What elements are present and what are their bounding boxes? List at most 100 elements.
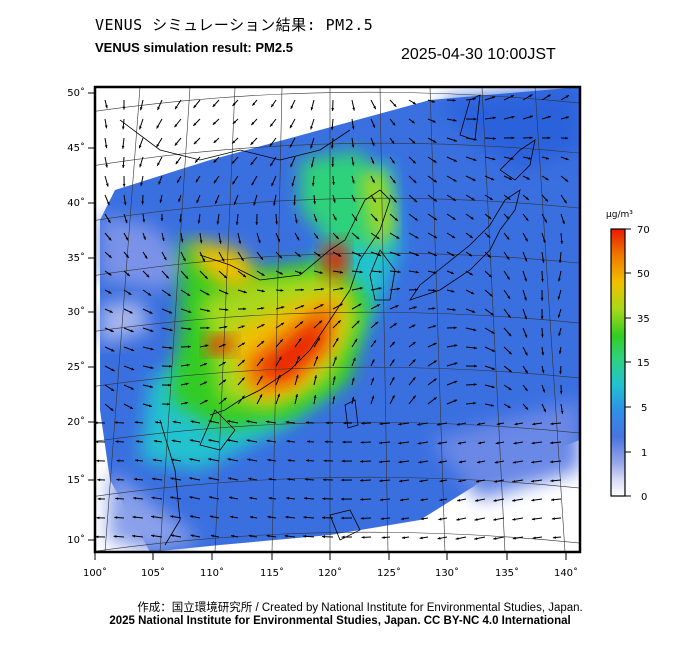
- wind-arrow-head: [223, 397, 227, 401]
- wind-arrow-head: [177, 179, 180, 183]
- wind-arrow-head: [414, 217, 418, 221]
- wind-arrow-head: [524, 297, 527, 301]
- wind-arrow-head: [507, 314, 511, 318]
- wind-arrow-head: [152, 458, 156, 462]
- wind-arrow-head: [261, 273, 265, 276]
- wind-arrow-head: [271, 103, 274, 108]
- wind-arrow-head: [491, 367, 496, 370]
- wind-arrow-head: [128, 291, 132, 295]
- wind-arrow-head: [151, 496, 155, 500]
- wind-arrow-head: [148, 404, 152, 408]
- wind-arrow-head: [415, 288, 419, 292]
- wind-arrow-head: [122, 164, 125, 168]
- wind-arrow-head: [525, 238, 528, 242]
- wind-arrow-head: [322, 535, 326, 539]
- wind-arrow-head: [310, 126, 313, 130]
- wind-arrow-head: [436, 423, 440, 426]
- wind-arrow-head: [437, 536, 441, 540]
- wind-arrow-head: [413, 179, 417, 183]
- wind-arrow-head: [551, 517, 555, 521]
- wind-arrow-head: [271, 182, 275, 187]
- wind-arrow-head: [241, 395, 245, 399]
- wind-arrow-head: [224, 325, 228, 329]
- wind-arrow-head: [507, 295, 511, 299]
- wind-arrow-head: [471, 197, 475, 201]
- wind-arrow-head: [358, 303, 362, 307]
- wind-arrow-head: [124, 219, 128, 224]
- wind-arrow-head: [473, 117, 477, 121]
- wind-arrow-head: [541, 259, 545, 263]
- wind-arrow-head: [473, 383, 477, 386]
- wind-arrow-head: [458, 460, 463, 464]
- wind-arrow-head: [524, 387, 528, 391]
- wind-arrow-head: [457, 498, 461, 502]
- wind-arrow-head: [413, 199, 418, 203]
- wind-arrow-head: [157, 106, 160, 111]
- wind-arrow-head: [267, 515, 271, 519]
- wind-arrow-head: [456, 422, 460, 426]
- wind-arrow-head: [474, 537, 478, 540]
- wind-arrow-head: [214, 200, 218, 205]
- wind-arrow-head: [243, 307, 247, 311]
- wind-arrow-head: [208, 420, 212, 423]
- wind-arrow-head: [175, 105, 178, 110]
- wind-arrow-head: [286, 439, 290, 443]
- wind-arrow-head: [310, 107, 314, 111]
- wind-arrow-head: [529, 136, 533, 140]
- wind-arrow-head: [123, 202, 127, 206]
- wind-arrow-head: [221, 258, 225, 262]
- wind-arrow-head: [559, 371, 562, 375]
- wind-arrow-head: [418, 460, 422, 464]
- wind-arrow-head: [232, 102, 236, 107]
- wind-arrow-head: [391, 341, 395, 345]
- lon-label: 110˚: [200, 567, 224, 579]
- wind-arrow-head: [270, 162, 273, 167]
- wind-arrow-head: [379, 479, 383, 483]
- wind-arrow-head: [431, 99, 436, 103]
- wind-arrow-head: [492, 116, 496, 120]
- wind-arrow-head: [218, 240, 222, 244]
- wind-arrow-head: [540, 316, 544, 320]
- wind-arrow-head: [433, 253, 437, 256]
- wind-arrow-head: [371, 395, 375, 399]
- wind-arrow-head: [286, 496, 290, 500]
- wind-arrow-head: [293, 202, 296, 206]
- wind-arrow-head: [379, 422, 383, 426]
- latitude-axis: 50˚ 45˚ 40˚ 35˚ 30˚ 25˚ 20˚ 15˚ 10˚: [67, 87, 95, 546]
- wind-arrow-head: [135, 440, 139, 443]
- map-frame: [93, 85, 582, 554]
- wind-arrow-head: [450, 271, 454, 275]
- lon-label: 100˚: [83, 567, 107, 579]
- wind-arrow-head: [241, 342, 245, 346]
- wind-arrow-head: [310, 145, 313, 149]
- wind-arrow-head: [432, 289, 436, 292]
- wind-arrow-head: [189, 439, 193, 442]
- wind-arrow-head: [223, 275, 227, 279]
- wind-arrow-head: [335, 235, 339, 239]
- wind-arrow-head: [454, 380, 458, 384]
- wind-arrow-head: [351, 377, 355, 381]
- wind-arrow-head: [277, 374, 281, 379]
- colorbar-tick: 35: [637, 314, 650, 325]
- wind-arrow-head: [508, 369, 512, 373]
- wind-arrow-head: [529, 115, 533, 119]
- wind-arrow-head: [352, 198, 356, 202]
- lat-label: 30˚: [67, 306, 85, 318]
- wind-arrow-head: [565, 95, 569, 98]
- wind-arrow-head: [453, 118, 457, 122]
- wind-arrow-head: [270, 123, 274, 127]
- wind-arrow-head: [451, 289, 455, 293]
- wind-arrow-head: [391, 377, 395, 381]
- wind-arrow-head: [487, 234, 491, 238]
- colorbar-tick: 1: [641, 448, 647, 459]
- wind-arrow-head: [279, 271, 283, 275]
- wind-arrow-head: [266, 439, 270, 443]
- wind-arrow-head: [305, 421, 309, 424]
- wind-arrow-head: [150, 329, 154, 332]
- wind-arrow-head: [473, 137, 477, 141]
- wind-arrow-head: [333, 217, 337, 221]
- wind-arrow-head: [96, 459, 100, 463]
- wind-arrow-head: [300, 305, 305, 308]
- lat-label: 10˚: [67, 534, 85, 546]
- wind-arrow-head: [250, 161, 254, 165]
